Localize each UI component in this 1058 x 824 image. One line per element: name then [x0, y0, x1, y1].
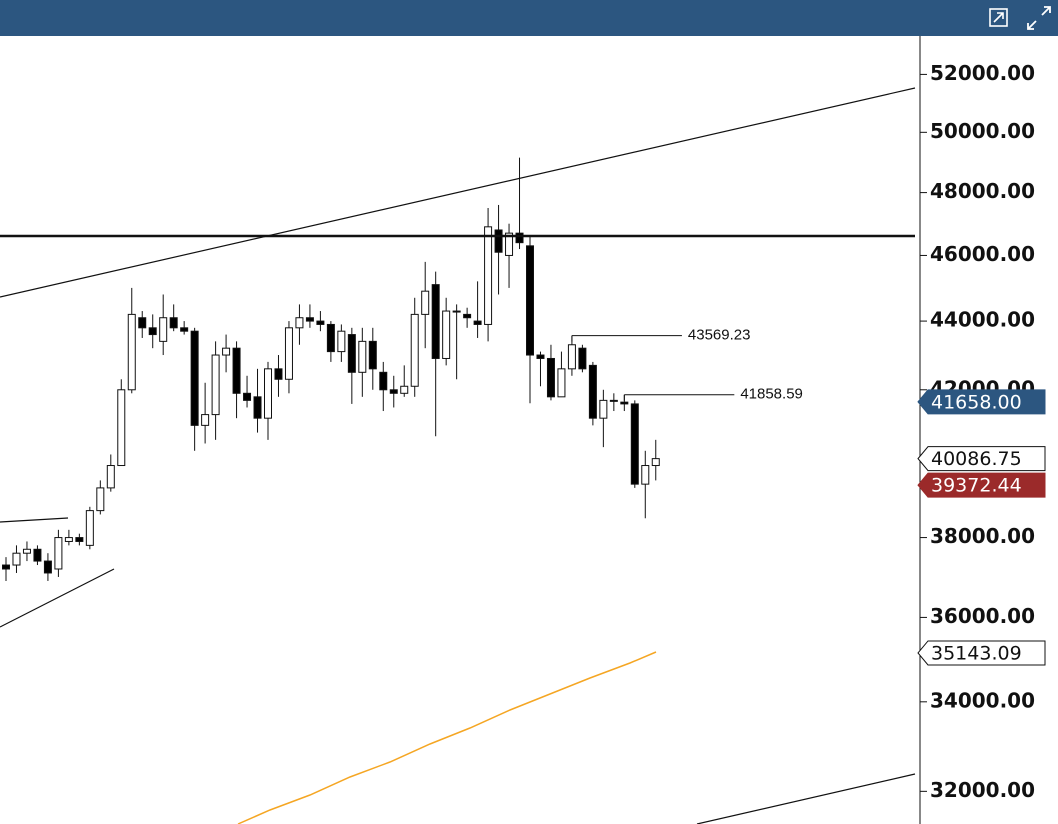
candle-body [295, 317, 304, 329]
price-label-text: 40086.75 [931, 448, 1022, 470]
candle-body [368, 340, 377, 370]
price-label: 35143.09 [917, 640, 1046, 666]
candle-body [630, 403, 639, 485]
candle-body [96, 487, 105, 512]
candle-body [2, 564, 10, 570]
price-label-text: 41658.00 [931, 391, 1022, 413]
candle-body [410, 313, 419, 387]
y-tick-label: 46000.00 [930, 242, 1035, 266]
candle-body [546, 357, 555, 398]
candle-body [442, 310, 451, 359]
candle-body [284, 327, 293, 380]
candle-body [148, 327, 157, 336]
candle-body [138, 317, 147, 329]
y-tick-label: 52000.00 [930, 61, 1035, 85]
candle-body [609, 399, 618, 402]
candle-body [337, 330, 346, 353]
candle-body [117, 389, 126, 467]
price-label: 39372.44 [917, 472, 1046, 498]
candle-body [620, 401, 629, 405]
trend-line [696, 773, 916, 824]
top-bar [0, 0, 1058, 36]
fullscreen-icon[interactable] [1027, 6, 1051, 30]
candle-body [253, 396, 262, 419]
candle-body [389, 389, 398, 394]
candle-body [106, 465, 115, 489]
candle-body [54, 537, 63, 570]
price-label-text: 35143.09 [931, 642, 1022, 664]
candle-body [305, 317, 314, 322]
y-tick-label: 38000.00 [930, 524, 1035, 548]
y-tick-label: 50000.00 [930, 119, 1035, 143]
candle-body [22, 548, 31, 554]
price-label: 40086.75 [917, 446, 1046, 472]
candle-body [484, 226, 493, 325]
candle-body [494, 229, 503, 253]
candle-body [127, 313, 136, 391]
candle-body [473, 320, 482, 325]
candle-body [190, 330, 199, 426]
y-tick-label: 32000.00 [930, 778, 1035, 802]
candle-body [274, 368, 283, 380]
candle-body [316, 320, 325, 325]
price-label-text: 39372.44 [931, 475, 1022, 497]
candle-body [222, 347, 231, 356]
candle-body [536, 354, 545, 359]
candle-body [505, 232, 514, 256]
level-label: 41858.59 [740, 386, 803, 403]
candle-body [358, 340, 367, 373]
candle-body [431, 284, 440, 359]
level-label: 43569.23 [688, 327, 751, 344]
candle-body [211, 354, 220, 416]
candle-body [347, 334, 356, 373]
candle-body [452, 310, 461, 313]
candle-body [33, 548, 42, 562]
price-label-box [917, 389, 1046, 415]
trend-line [0, 87, 916, 298]
candle-body [463, 313, 472, 319]
candle-body [75, 537, 84, 542]
candle-body [85, 510, 94, 546]
candle-body [651, 458, 660, 467]
candle-body [12, 552, 21, 566]
plot-area [2, 157, 660, 581]
price-label-box [917, 446, 1046, 472]
moving-average [237, 651, 657, 824]
candle-body [588, 364, 597, 419]
trend-line [0, 517, 69, 523]
candle-body [264, 368, 272, 419]
y-tick-label: 34000.00 [930, 688, 1035, 712]
candle-body [567, 344, 576, 370]
trend-line [0, 568, 115, 628]
candle-body [180, 327, 189, 332]
candle-body [64, 537, 73, 542]
candle-body [557, 368, 566, 398]
candle-body [159, 317, 168, 342]
candle-body [578, 347, 587, 370]
y-tick-label: 36000.00 [930, 604, 1035, 628]
y-tick-label: 44000.00 [930, 308, 1035, 332]
candle-body [201, 414, 210, 426]
y-tick-label: 48000.00 [930, 179, 1035, 203]
candle-body [379, 371, 388, 391]
candle-body [515, 232, 524, 244]
candle-body [641, 465, 650, 485]
candle-body [526, 245, 534, 356]
price-label-box [917, 640, 1046, 666]
candle-body [243, 392, 252, 401]
price-label: 41658.00 [917, 389, 1046, 415]
candle-body [599, 399, 608, 419]
candle-body [169, 317, 178, 329]
candle-body [232, 347, 241, 394]
candle-body [43, 560, 52, 574]
candle-body [421, 290, 430, 315]
popout-icon[interactable] [989, 8, 1008, 27]
candle-body [400, 385, 409, 394]
candle-body [326, 323, 335, 353]
price-label-box [917, 472, 1046, 498]
